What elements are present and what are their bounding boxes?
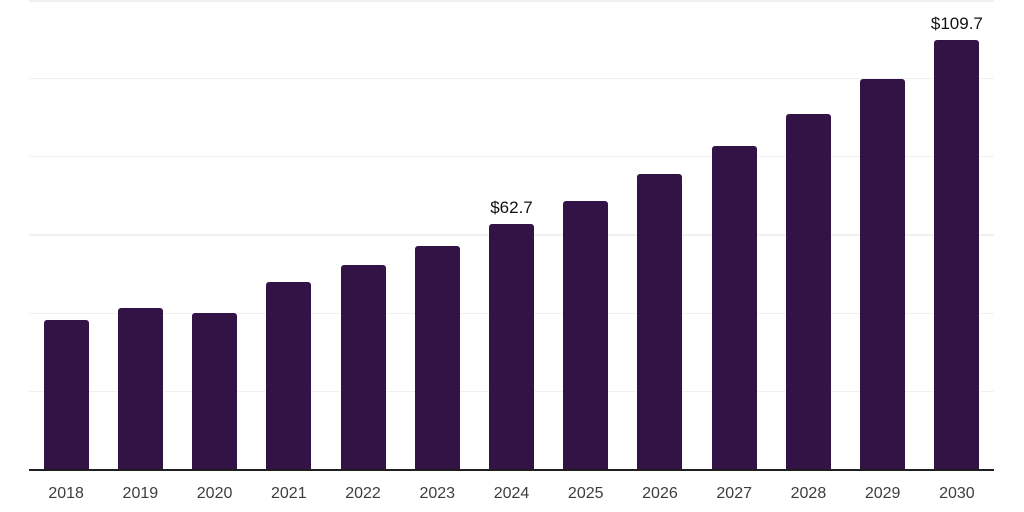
x-tick-2024: 2024 xyxy=(493,485,530,502)
x-tick-2019: 2019 xyxy=(122,485,159,502)
x-tick-2030: 2030 xyxy=(939,485,975,502)
x-tick-2022: 2022 xyxy=(345,485,381,502)
bar-2026 xyxy=(637,174,683,470)
value-label-2024: $62.7 xyxy=(490,198,533,218)
x-tick-2027: 2027 xyxy=(716,485,752,502)
x-tick-2021: 2021 xyxy=(271,485,307,502)
x-tick-2029: 2029 xyxy=(864,485,901,502)
x-axis-line xyxy=(29,469,994,471)
x-tick-2020: 2020 xyxy=(196,485,233,502)
bar-2030 xyxy=(934,40,980,470)
bar-2024 xyxy=(489,224,534,470)
x-tick-2028: 2028 xyxy=(790,485,827,502)
bar-2027 xyxy=(711,145,757,470)
x-tick-2018: 2018 xyxy=(48,485,84,502)
bar-2023 xyxy=(414,245,460,470)
gridline-100 xyxy=(29,77,994,80)
bar-2020 xyxy=(192,313,238,470)
bar-2022 xyxy=(340,265,386,470)
gridline-80 xyxy=(29,155,994,158)
bar-2028 xyxy=(785,113,831,470)
x-tick-2025: 2025 xyxy=(567,485,604,502)
x-tick-2023: 2023 xyxy=(419,485,456,502)
gridline-120 xyxy=(29,0,994,2)
bar-2025 xyxy=(563,200,609,470)
value-label-2030: $109.7 xyxy=(930,14,983,34)
bar-2018 xyxy=(43,320,89,470)
plot-area: 2018 2019 2020 2021 2022 2023 2024 2025 2026 2027… xyxy=(29,0,994,502)
x-tick-2026: 2026 xyxy=(642,485,678,502)
bar-2029 xyxy=(860,78,906,470)
bar-2021 xyxy=(266,281,312,470)
bar-2019 xyxy=(117,307,163,470)
